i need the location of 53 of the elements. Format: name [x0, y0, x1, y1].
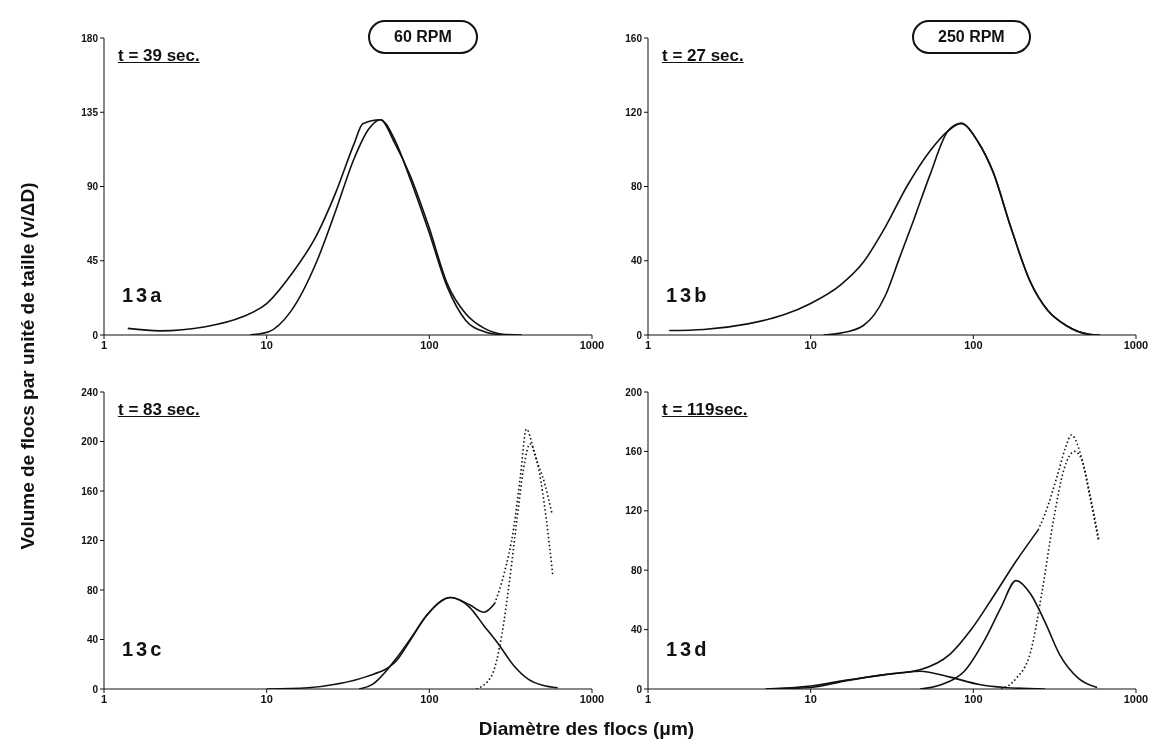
x-tick-label: 100	[964, 338, 983, 351]
annotation: t = 119sec.	[662, 400, 748, 420]
annotation: t = 27 sec.	[662, 46, 744, 66]
annotation: t = 83 sec.	[118, 400, 200, 420]
y-tick-label: 80	[630, 564, 643, 576]
rounded-frame: 60 RPM	[368, 20, 478, 54]
y-tick-label: 120	[625, 505, 643, 517]
x-tick-label: 10	[260, 692, 273, 705]
y-tick-label: 40	[86, 634, 99, 646]
annotation: 13d	[666, 638, 710, 661]
y-tick-label: 120	[81, 535, 99, 547]
annotation: 13c	[122, 638, 165, 661]
annotation: 13a	[122, 284, 165, 307]
y-tick-label: 40	[630, 624, 643, 636]
x-tick-label: 1	[100, 338, 108, 351]
x-tick-label: 1000	[579, 338, 605, 351]
y-tick-label: 200	[81, 436, 99, 448]
y-tick-label: 160	[81, 485, 99, 497]
x-tick-label: 100	[964, 692, 983, 705]
x-tick-label: 10	[804, 692, 817, 705]
y-tick-label: 80	[630, 181, 643, 193]
x-tick-label: 100	[420, 338, 439, 351]
x-tick-label: 100	[420, 692, 439, 705]
y-tick-label: 45	[86, 255, 99, 267]
x-tick-label: 10	[260, 338, 273, 351]
x-tick-label: 1000	[1123, 692, 1149, 705]
x-tick-label: 1000	[1123, 338, 1149, 351]
x-tick-label: 1	[100, 692, 108, 705]
y-tick-label: 0	[636, 329, 643, 341]
y-tick-label: 160	[625, 32, 643, 44]
y-tick-label: 90	[86, 181, 99, 193]
x-tick-label: 10	[804, 338, 817, 351]
x-tick-label: 1	[644, 338, 652, 351]
y-tick-label: 240	[81, 386, 99, 398]
y-tick-label: 200	[625, 386, 643, 398]
x-tick-label: 1	[644, 692, 652, 705]
y-tick-label: 40	[630, 255, 643, 267]
rounded-frame: 250 RPM	[912, 20, 1031, 54]
y-tick-label: 160	[625, 445, 643, 457]
chart-title: 60 RPM	[394, 28, 452, 45]
y-tick-label: 0	[92, 683, 99, 695]
x-tick-label: 1000	[579, 692, 605, 705]
annotation: 13b	[666, 284, 710, 307]
y-tick-label: 180	[81, 32, 99, 44]
y-axis-title: Volume de flocs par unité de taille (v/ΔD)	[17, 182, 39, 550]
y-tick-label: 120	[625, 106, 643, 118]
chart-title: 250 RPM	[938, 28, 1005, 45]
y-tick-label: 135	[81, 106, 99, 118]
y-tick-label: 0	[92, 329, 99, 341]
y-tick-label: 80	[86, 584, 99, 596]
annotation: t = 39 sec.	[118, 46, 200, 66]
y-tick-label: 0	[636, 683, 643, 695]
x-axis-title: Diamètre des flocs (μm)	[477, 718, 696, 740]
